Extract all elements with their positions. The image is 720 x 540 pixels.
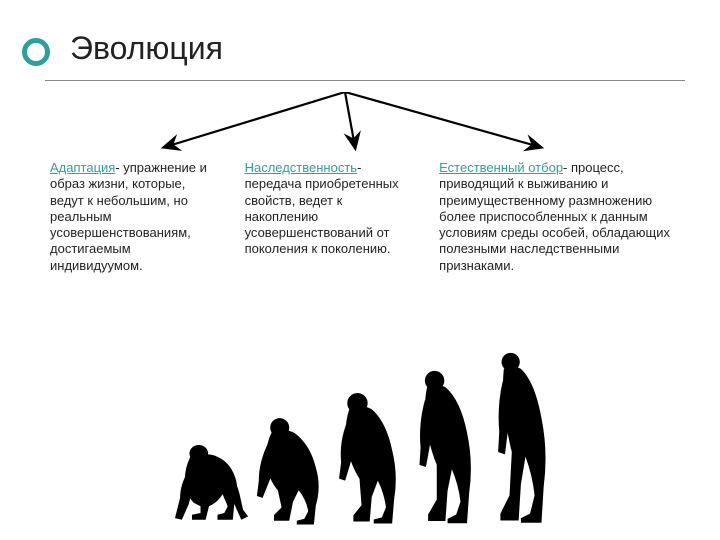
body-selection: процесс, приводящий к выживанию и преиму… <box>439 160 670 273</box>
column-adaptation: Адаптация- упражнение и образ жизни, кот… <box>50 160 221 274</box>
column-heredity: Наследственность- передача приобретенных… <box>245 160 416 274</box>
term-adaptation: Адаптация <box>50 160 115 175</box>
title-underline <box>45 80 685 81</box>
term-heredity: Наследственность <box>245 160 358 175</box>
body-heredity: передача приобретенных свойств, ведет к … <box>245 176 399 256</box>
body-adaptation: упражнение и образ жизни, которые, ведут… <box>50 160 207 273</box>
term-selection: Естественный отбор <box>439 160 563 175</box>
column-selection: Естественный отбор- процесс, приводящий … <box>439 160 690 274</box>
slide-title: Эволюция <box>70 30 223 67</box>
evolution-silhouettes-icon <box>165 350 555 525</box>
concept-columns: Адаптация- упражнение и образ жизни, кот… <box>50 160 690 274</box>
arrows-diagram <box>0 92 720 152</box>
title-bullet-icon <box>22 38 50 66</box>
